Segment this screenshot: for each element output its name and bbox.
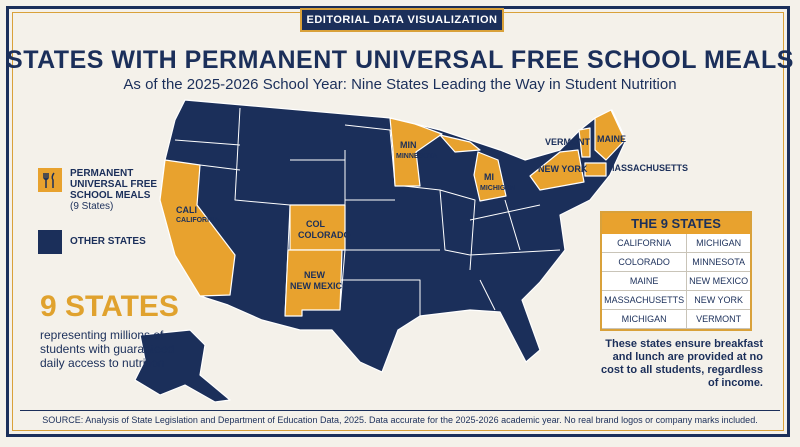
legend-item: OTHER STATES (38, 230, 178, 254)
title: STATES WITH PERMANENT UNIVERSAL FREE SCH… (6, 46, 794, 74)
legend: PERMANENT UNIVERSAL FREE SCHOOL MEALS (9 … (38, 168, 178, 272)
legend-swatch (38, 168, 62, 192)
legend-label: OTHER STATES (70, 236, 146, 247)
map-label: MINNESOTA (396, 153, 437, 160)
table-row: COLORADO MINNESOTA (602, 252, 750, 272)
new-york (529, 149, 585, 191)
table: CALIFORNIA MICHIGAN COLORADO MINNESOTA MAINE… (602, 234, 750, 329)
table-cell: MICHIGAN (602, 309, 687, 329)
map-label: CALIFORNIA (176, 217, 219, 224)
map-label: NEW YORK (538, 164, 588, 174)
massachusetts (584, 162, 607, 177)
table-row: MAINE NEW MEXICO (602, 271, 750, 291)
minnesota (389, 117, 443, 187)
table-cell: CALIFORNIA (602, 234, 687, 253)
stat-headline: 9 STATES (40, 290, 179, 323)
map-label: MAINE (597, 134, 626, 144)
source: SOURCE: Analysis of State Legislation an… (20, 410, 780, 425)
map-label-abbr: MIN (400, 140, 417, 150)
map-label: VERMONT (545, 137, 591, 147)
table-cell: VERMONT (686, 309, 750, 329)
table-row: MASSACHUSETTS NEW YORK (602, 290, 750, 310)
map-label: COLORADO (298, 230, 351, 240)
map-label-abbr: NEW (304, 270, 326, 280)
legend-item: PERMANENT UNIVERSAL FREE SCHOOL MEALS (9 … (38, 168, 178, 212)
stat-text: representing millions of students with g… (40, 328, 175, 370)
michigan (439, 134, 507, 202)
table-cell: COLORADO (602, 252, 687, 272)
california (159, 159, 236, 297)
vermont (578, 127, 591, 158)
table-cell: NEW MEXICO (686, 271, 750, 291)
map-label-abbr: COL (306, 219, 326, 229)
table-row: MICHIGAN VERMONT (602, 309, 750, 329)
table-row: CALIFORNIA MICHIGAN (602, 234, 750, 253)
states-table: THE 9 STATES CALIFORNIA MICHIGAN COLORADO M… (600, 211, 752, 331)
legend-label: PERMANENT UNIVERSAL FREE SCHOOL MEALS (70, 168, 158, 201)
note: These states ensure breakfast and lunch … (601, 338, 763, 389)
table-cell: MAINE (602, 271, 687, 291)
us-mainland (159, 99, 627, 373)
legend-note: (9 States) (70, 201, 114, 212)
table-cell: NEW YORK (686, 290, 750, 310)
frame (6, 6, 790, 437)
alaska (134, 329, 231, 403)
table-cell: MASSACHUSETTS (602, 290, 687, 310)
new-mexico (284, 249, 343, 317)
map-label: MICHIGAN (480, 185, 515, 192)
colorado (289, 204, 346, 251)
maine (594, 109, 626, 161)
stat: 9 STATES representing millions of studen… (40, 290, 190, 370)
tag: EDITORIAL DATA VISUALIZATION (300, 8, 504, 32)
subtitle: As of the 2025-2026 School Year: Nine St… (123, 76, 677, 93)
map-label-abbr: MI (484, 172, 494, 182)
map-label-abbr: CALI (176, 205, 197, 215)
table-title: THE 9 STATES (602, 213, 750, 234)
map-label: MASSACHUSETTS (607, 163, 688, 173)
table-cell: MINNESOTA (686, 252, 750, 272)
legend-swatch (38, 230, 62, 254)
map-label: NEW MEXICO (290, 281, 349, 291)
table-cell: MICHIGAN (686, 234, 750, 253)
